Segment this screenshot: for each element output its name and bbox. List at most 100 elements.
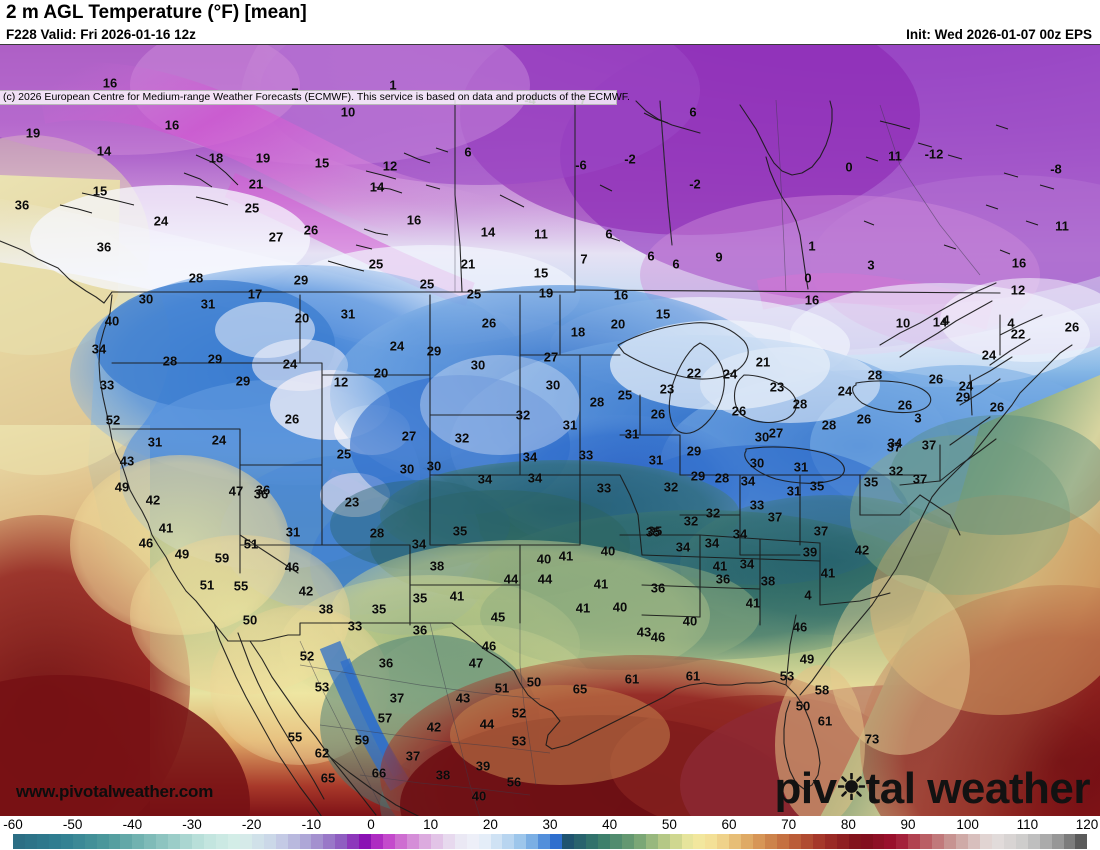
- temperature-value-label: 40: [104, 313, 120, 329]
- site-url-watermark: www.pivotalweather.com: [16, 782, 214, 801]
- temperature-value-label: 26: [1064, 319, 1080, 335]
- temperature-value-label: 66: [371, 765, 387, 781]
- colorbar-tick: 80: [840, 817, 856, 832]
- temperature-value-label: 9: [715, 249, 723, 265]
- valid-time-label: F228 Valid: Fri 2026-01-16 12z: [6, 27, 196, 42]
- temperature-value-label: 33: [578, 447, 594, 463]
- colorbar-swatch: [239, 834, 252, 849]
- temperature-value-label: 19: [255, 150, 271, 166]
- temperature-value-label: 20: [294, 310, 310, 326]
- colorbar-swatch: [979, 834, 992, 849]
- colorbar-swatch: [442, 834, 455, 849]
- temperature-value-label: 42: [426, 719, 442, 735]
- temperature-value-label: 31: [562, 417, 578, 433]
- map-header: 2 m AGL Temperature (°F) [mean] F228 Val…: [0, 0, 1100, 44]
- temperature-value-label: 41: [745, 595, 761, 611]
- colorbar-swatch: [406, 834, 419, 849]
- temperature-value-label: 26: [928, 371, 944, 387]
- temperature-value-label: 19: [25, 125, 41, 141]
- temperature-value-label: 16: [164, 117, 180, 133]
- colorbar-swatch: [788, 834, 801, 849]
- temperature-value-label: 43: [119, 453, 135, 469]
- colorbar-swatch: [860, 834, 873, 849]
- colorbar-swatch: [705, 834, 718, 849]
- temperature-value-label: 34: [527, 470, 543, 486]
- colorbar-swatch: [454, 834, 467, 849]
- temperature-map[interactable]: (c) 2026 European Centre for Medium-rang…: [0, 44, 1100, 816]
- temperature-value-label: 26: [989, 399, 1005, 415]
- colorbar[interactable]: -60 -50 -40 -30 -20 -10 0 10 20 30 40 50 60 70 80 90 100…: [0, 816, 1100, 850]
- temperature-value-label: 25: [368, 256, 384, 272]
- colorbar-swatch: [287, 834, 300, 849]
- temperature-value-label: -12: [924, 146, 944, 162]
- temperature-value-label: 50: [242, 612, 258, 628]
- temperature-value-label: 31: [200, 296, 216, 312]
- colorbar-swatch: [132, 834, 145, 849]
- temperature-value-label: 34: [675, 539, 691, 555]
- temperature-value-label: 3: [914, 410, 922, 426]
- temperature-value-label: 42: [854, 542, 870, 558]
- temperature-value-label: 36: [253, 486, 269, 502]
- init-time-label: Init: Wed 2026-01-07 00z EPS: [906, 27, 1092, 42]
- temperature-value-label: 53: [314, 679, 330, 695]
- temperature-value-label: 59: [354, 732, 370, 748]
- temperature-value-label: 7: [580, 251, 588, 267]
- temperature-value-label: 73: [864, 731, 880, 747]
- temperature-value-label: 38: [429, 558, 445, 574]
- temperature-value-label: 34: [522, 449, 538, 465]
- temperature-value-label: 51: [494, 680, 510, 696]
- temperature-value-label: 26: [856, 411, 872, 427]
- temperature-value-label: 50: [526, 674, 542, 690]
- colorbar-swatch: [275, 834, 288, 849]
- temperature-value-label: 29: [426, 343, 442, 359]
- colorbar-swatch: [896, 834, 909, 849]
- temperature-value-label: 32: [515, 407, 531, 423]
- temperature-value-label: 4: [804, 587, 812, 603]
- temperature-value-label: 25: [244, 200, 260, 216]
- temperature-value-label: 46: [792, 619, 808, 635]
- temperature-value-label: 23: [769, 379, 785, 395]
- colorbar-tick: 10: [423, 817, 439, 832]
- colorbar-swatch: [836, 834, 849, 849]
- colorbar-tick: 120: [1075, 817, 1099, 832]
- temperature-value-label: 26: [897, 397, 913, 413]
- colorbar-swatch: [812, 834, 825, 849]
- temperature-value-label: 57: [377, 710, 393, 726]
- temperature-value-label: 36: [412, 622, 428, 638]
- temperature-value-label: 38: [435, 767, 451, 783]
- colorbar-swatch: [84, 834, 97, 849]
- temperature-value-label: 37: [886, 439, 902, 455]
- colorbar-swatch: [490, 834, 503, 849]
- temperature-value-label: 46: [481, 638, 497, 654]
- temperature-value-label: 33: [749, 497, 765, 513]
- temperature-value-label: 28: [162, 353, 178, 369]
- colorbar-swatch: [968, 834, 980, 849]
- temperature-value-label: 28: [792, 396, 808, 412]
- colorbar-swatch: [24, 834, 37, 849]
- temperature-value-label: 56: [506, 774, 522, 790]
- temperature-value-label: 40: [682, 613, 698, 629]
- temperature-value-label: 12: [1010, 282, 1026, 298]
- temperature-value-label: 1: [808, 238, 816, 254]
- colorbar-swatch: [526, 834, 539, 849]
- brand-text-a: piv: [774, 764, 838, 813]
- colorbar-tick: -60: [3, 817, 23, 832]
- temperature-value-label: 15: [533, 265, 549, 281]
- temperature-value-label: 32: [454, 430, 470, 446]
- temperature-value-label: 25: [466, 286, 482, 302]
- colorbar-swatch: [1003, 834, 1016, 849]
- temperature-value-label: 51: [199, 577, 215, 593]
- temperature-value-label: 41: [575, 600, 591, 616]
- temperature-value-label: 47: [228, 483, 244, 499]
- temperature-value-label: 33: [347, 618, 363, 634]
- colorbar-swatch: [1015, 834, 1028, 849]
- temperature-field-svg: [0, 45, 1100, 816]
- temperature-value-label: 15: [655, 306, 671, 322]
- temperature-value-label: 3: [867, 257, 875, 273]
- colorbar-swatch: [681, 834, 694, 849]
- colorbar-swatch: [60, 834, 73, 849]
- temperature-value-label: 22: [686, 365, 702, 381]
- temperature-value-label: 27: [768, 425, 784, 441]
- colorbar-tick: 30: [542, 817, 558, 832]
- temperature-value-label: 21: [248, 176, 264, 192]
